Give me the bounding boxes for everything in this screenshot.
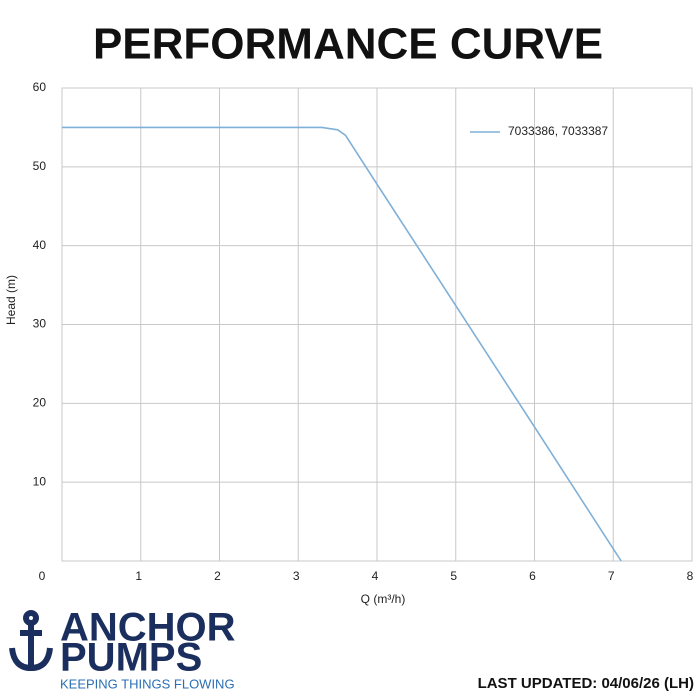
x-tick-label: 7 [608, 569, 615, 583]
x-tick-label: 6 [529, 569, 536, 583]
y-tick-label: 60 [33, 80, 47, 94]
y-tick-label: 30 [33, 317, 47, 331]
logo-tagline: KEEPING THINGS FLOWING [60, 676, 235, 691]
logo-line2: PUMPS [60, 636, 202, 680]
chart-title: PERFORMANCE CURVE [93, 20, 603, 69]
x-tick-label: 0 [39, 569, 46, 583]
x-tick-label: 4 [372, 569, 379, 583]
x-tick-label: 1 [135, 569, 142, 583]
x-tick-label: 8 [687, 569, 694, 583]
footer: LAST UPDATED: 04/06/26 (LH) [478, 675, 694, 692]
y-tick-label: 50 [33, 159, 47, 173]
y-axis-label: Head (m) [4, 275, 18, 325]
y-tick-label: 10 [33, 474, 47, 488]
series-line [62, 126, 622, 562]
y-tick-label: 20 [33, 396, 47, 410]
logo-icon [9, 610, 53, 672]
legend-label: 7033386, 7033387 [508, 124, 608, 138]
y-tick-label: 40 [33, 238, 47, 252]
logo-line1: ANCHOR [60, 606, 236, 650]
x-tick-label: 2 [214, 569, 221, 583]
x-tick-label: 3 [293, 569, 300, 583]
x-tick-label: 5 [450, 569, 457, 583]
x-axis-label: Q (m³/h) [361, 592, 406, 606]
